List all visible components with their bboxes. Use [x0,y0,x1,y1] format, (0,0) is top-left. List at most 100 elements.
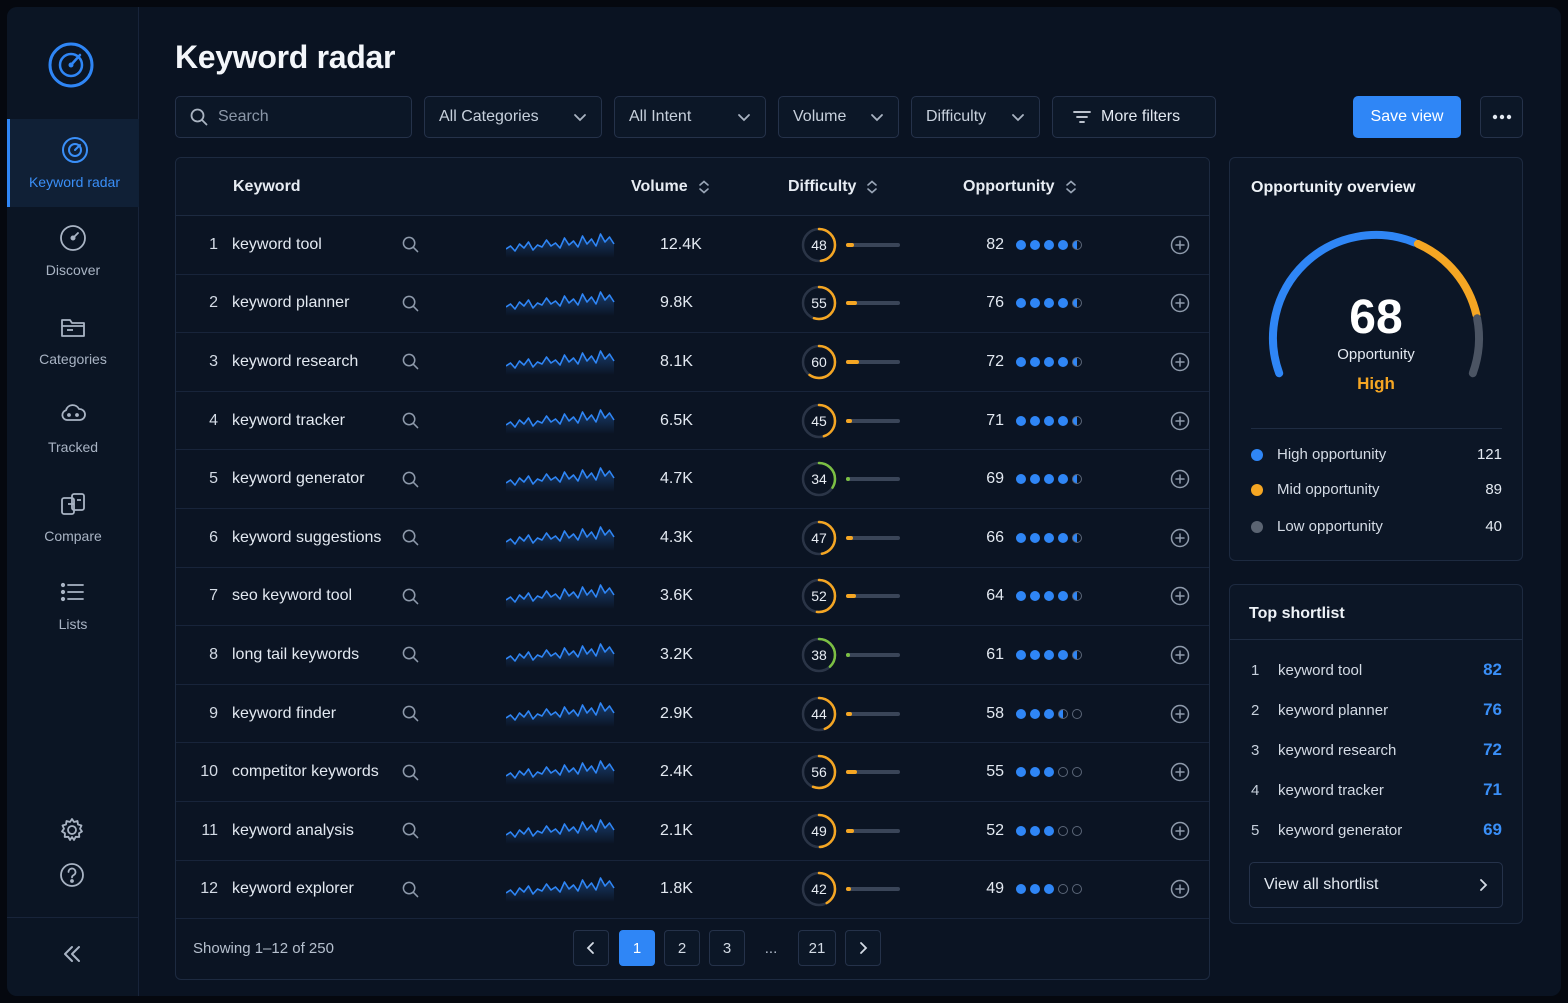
add-to-list-button[interactable] [1168,216,1192,274]
help-icon[interactable] [58,861,86,889]
add-to-list-button[interactable] [1168,802,1192,860]
save-view-button[interactable]: Save view [1353,96,1461,138]
shortlist-item[interactable]: 2 keyword planner 76 [1251,700,1502,720]
difficulty-ring-fill [801,579,837,614]
add-to-list-button[interactable] [1168,450,1192,508]
row-volume: 2.1K [660,821,693,839]
opportunity-dot [1016,532,1026,543]
table-row[interactable]: 11 keyword analysis 2.1K 49 52 [176,802,1209,861]
row-keyword[interactable]: keyword generator [232,470,365,488]
sidebar-item-categories[interactable]: Categories [7,296,139,384]
shortlist-score: 82 [1483,660,1502,679]
add-to-list-button[interactable] [1168,685,1192,743]
more-filters-button[interactable]: More filters [1052,96,1216,138]
prev-page-button[interactable] [573,930,609,966]
page-button-2[interactable]: 2 [664,930,700,966]
row-keyword[interactable]: keyword explorer [232,880,354,898]
keyword-search-button[interactable] [400,450,420,508]
keyword-search-button[interactable] [400,392,420,450]
more-options-button[interactable] [1480,96,1523,138]
sidebar-item-tracked[interactable]: Tracked [7,384,139,472]
gauge-mid-segment [1413,239,1481,319]
add-to-list-button[interactable] [1168,275,1192,333]
gear-icon[interactable] [58,816,86,844]
column-keyword[interactable]: Keyword [233,158,301,216]
add-to-list-button[interactable] [1168,743,1192,801]
shortlist-rank: 3 [1251,741,1260,759]
keyword-search-button[interactable] [400,743,420,801]
categories-dropdown[interactable]: All Categories [424,96,602,138]
row-keyword[interactable]: keyword analysis [232,821,354,839]
keyword-search-button[interactable] [400,685,420,743]
table-row[interactable]: 6 keyword suggestions 4.3K 47 66 [176,509,1209,568]
row-keyword[interactable]: keyword finder [232,704,337,722]
column-volume[interactable]: Volume [631,158,710,216]
row-keyword[interactable]: keyword suggestions [232,528,382,546]
keyword-search-button[interactable] [400,333,420,391]
plus-circle-icon [1170,821,1190,841]
sidebar-item-lists[interactable]: Lists [7,561,139,649]
row-keyword[interactable]: keyword tracker [232,411,345,429]
shortlist-item[interactable]: 5 keyword generator 69 [1251,820,1502,840]
table-row[interactable]: 8 long tail keywords 3.2K 38 61 [176,626,1209,685]
table-row[interactable]: 2 keyword planner 9.8K 55 76 [176,275,1209,334]
keyword-search-button[interactable] [400,568,420,626]
sidebar-item-discover[interactable]: Discover [7,207,139,295]
table-row[interactable]: 12 keyword explorer 1.8K 42 49 [176,861,1209,920]
shortlist-item[interactable]: 1 keyword tool 82 [1251,660,1502,680]
add-to-list-button[interactable] [1168,626,1192,684]
keyword-search-button[interactable] [400,861,420,919]
add-to-list-button[interactable] [1168,392,1192,450]
search-box[interactable] [175,96,412,138]
keyword-search-button[interactable] [400,275,420,333]
column-difficulty[interactable]: Difficulty [788,158,878,216]
add-to-list-button[interactable] [1168,861,1192,919]
page-button-21[interactable]: 21 [798,930,836,966]
row-keyword[interactable]: keyword tool [232,235,322,253]
row-difficulty: 44 [800,685,900,743]
table-row[interactable]: 7 seo keyword tool 3.6K 52 64 [176,568,1209,627]
table-row[interactable]: 9 keyword finder 2.9K 44 58 [176,685,1209,744]
sidebar-item-compare[interactable]: Compare [7,473,139,561]
view-all-shortlist-button[interactable]: View all shortlist [1249,862,1503,908]
logo-icon[interactable] [47,41,95,89]
row-keyword[interactable]: keyword research [232,352,359,370]
sparkline-area [506,409,614,434]
app-window: Keyword radar Discover Categories Tracke… [7,7,1561,996]
intent-dropdown[interactable]: All Intent [614,96,766,138]
search-input[interactable] [218,108,398,126]
keyword-search-button[interactable] [400,802,420,860]
trend-sparkline [506,568,616,626]
page-button-1[interactable]: 1 [619,930,655,966]
page-button-3[interactable]: 3 [709,930,745,966]
row-difficulty: 38 [800,626,900,684]
row-keyword[interactable]: long tail keywords [232,645,360,663]
sidebar-item-label: Compare [44,528,102,544]
table-row[interactable]: 10 competitor keywords 2.4K 56 55 [176,743,1209,802]
opportunity-dot [1016,474,1026,485]
add-to-list-button[interactable] [1168,568,1192,626]
column-opportunity[interactable]: Opportunity [963,158,1077,216]
row-keyword[interactable]: keyword planner [232,294,350,312]
collapse-icon[interactable] [58,940,86,968]
keyword-search-button[interactable] [400,216,420,274]
difficulty-dropdown[interactable]: Difficulty [911,96,1040,138]
table-row[interactable]: 4 keyword tracker 6.5K 45 71 [176,392,1209,451]
table-row[interactable]: 1 keyword tool 12.4K 48 82 [176,216,1209,275]
add-to-list-button[interactable] [1168,333,1192,391]
keyword-search-button[interactable] [400,626,420,684]
shortlist-item[interactable]: 3 keyword research 72 [1251,740,1502,760]
shortlist-item[interactable]: 4 keyword tracker 71 [1251,780,1502,800]
opportunity-dot [1030,356,1040,367]
volume-dropdown[interactable]: Volume [778,96,899,138]
next-page-button[interactable] [845,930,881,966]
table-row[interactable]: 5 keyword generator 4.7K 34 69 [176,450,1209,509]
sidebar-item-keyword-radar[interactable]: Keyword radar [7,119,139,207]
opportunity-dot [1030,474,1040,485]
add-to-list-button[interactable] [1168,509,1192,567]
row-keyword[interactable]: competitor keywords [232,763,379,781]
keyword-search-button[interactable] [400,509,420,567]
table-row[interactable]: 3 keyword research 8.1K 60 72 [176,333,1209,392]
row-keyword[interactable]: seo keyword tool [232,587,353,605]
intent-dropdown-label: All Intent [629,108,692,125]
